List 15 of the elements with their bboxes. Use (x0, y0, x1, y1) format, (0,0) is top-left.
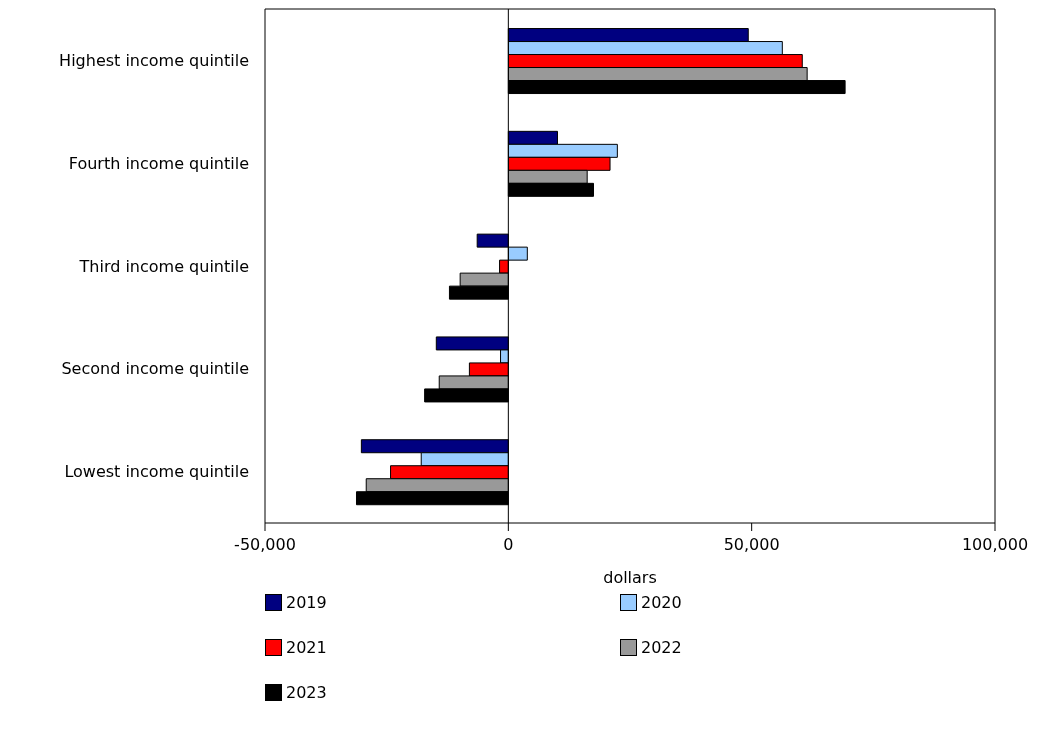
y-tick-label: Highest income quintile (59, 51, 249, 71)
legend-label: 2022 (641, 638, 682, 657)
y-tick-label: Second income quintile (61, 359, 249, 379)
legend-label: 2020 (641, 593, 682, 612)
y-tick-label: Third income quintile (78, 256, 249, 276)
legend-label: 2023 (286, 683, 327, 702)
x-tick-label: -50,000 (234, 535, 296, 555)
y-tick-label: Fourth income quintile (68, 153, 249, 173)
x-tick-label: 50,000 (723, 535, 780, 555)
legend-label: 2021 (286, 638, 327, 657)
legend-label: 2019 (286, 593, 327, 612)
x-tick-label: 100,000 (961, 535, 1029, 555)
x-axis-title: dollars (603, 568, 657, 587)
y-tick-label: Lowest income quintile (64, 462, 249, 482)
x-tick-label: 0 (503, 535, 514, 555)
